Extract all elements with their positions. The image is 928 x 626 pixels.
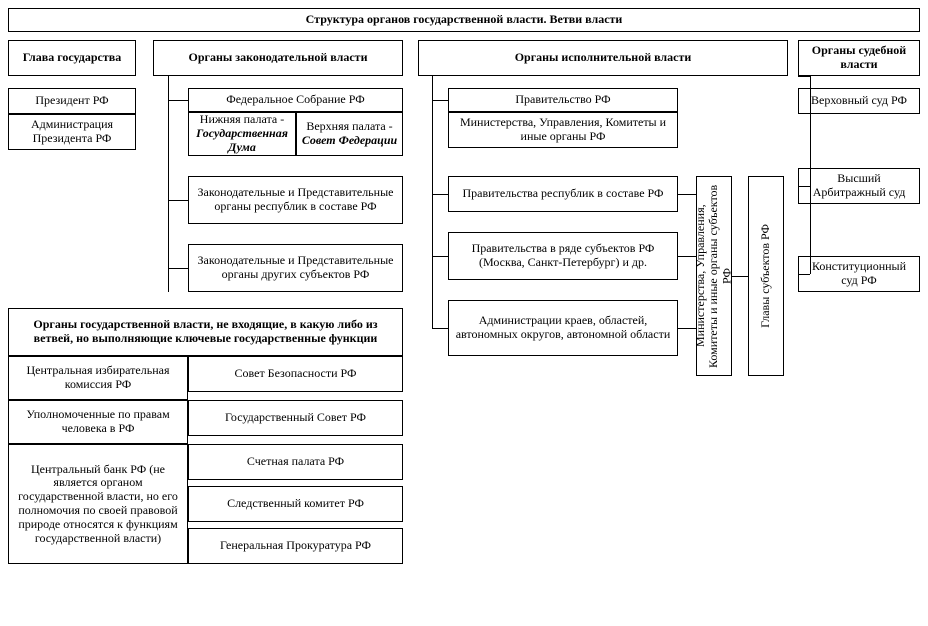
other-left-1: Уполномоченные по правам человека в РФ xyxy=(8,400,188,444)
org-chart-canvas: Структура органов государственной власти… xyxy=(8,8,920,618)
node-side-ministries: Министерства, Управления, Комитеты и ины… xyxy=(696,176,732,376)
other-right-1: Государственный Совет РФ xyxy=(188,400,403,436)
other-right-4: Генеральная Прокуратура РФ xyxy=(188,528,403,564)
other-right-2: Счетная палата РФ xyxy=(188,444,403,480)
node-legislative-other: Законодательные и Представительные орган… xyxy=(188,244,403,292)
node-ministries-rf: Министерства, Управления, Комитеты и ины… xyxy=(448,112,678,148)
connector xyxy=(810,76,811,274)
node-lower-chamber: Нижняя палата - Государственная Дума xyxy=(188,112,296,156)
node-supreme-court: Верховный суд РФ xyxy=(798,88,920,114)
node-government-rf: Правительство РФ xyxy=(448,88,678,112)
chart-title: Структура органов государственной власти… xyxy=(8,8,920,32)
node-gov-subjects: Правительства в ряде субъектов РФ (Москв… xyxy=(448,232,678,280)
upper-chamber-name: Совет Федерации xyxy=(302,133,397,147)
node-legislative-republics: Законодательные и Представительные орган… xyxy=(188,176,403,224)
connector xyxy=(798,186,810,187)
connector xyxy=(432,76,433,328)
node-administrations: Администрации краев, областей, автономны… xyxy=(448,300,678,356)
connector xyxy=(678,194,696,195)
header-legislative: Органы законодательной власти xyxy=(153,40,403,76)
other-right-3: Следственный комитет РФ xyxy=(188,486,403,522)
connector xyxy=(678,328,696,329)
side-heads-text: Главы субъектов РФ xyxy=(759,224,772,328)
node-gov-republics: Правительства республик в составе РФ xyxy=(448,176,678,212)
node-side-heads: Главы субъектов РФ xyxy=(748,176,784,376)
connector xyxy=(732,276,748,277)
other-left-0: Центральная избирательная комиссия РФ xyxy=(8,356,188,400)
header-judicial: Органы судебной власти xyxy=(798,40,920,76)
other-left-2: Центральный банк РФ (не является органом… xyxy=(8,444,188,564)
connector xyxy=(168,76,169,292)
connector xyxy=(798,274,810,275)
other-bodies-header: Органы государственной власти, не входящ… xyxy=(8,308,403,356)
connector xyxy=(798,76,810,77)
node-president-administration: Администрация Президента РФ xyxy=(8,114,136,150)
node-upper-chamber: Верхняя палата - Совет Федерации xyxy=(296,112,403,156)
node-president: Президент РФ xyxy=(8,88,136,114)
connector xyxy=(168,200,188,201)
connector xyxy=(678,256,696,257)
header-head-of-state: Глава государства xyxy=(8,40,136,76)
connector xyxy=(168,268,188,269)
other-right-0: Совет Безопасности РФ xyxy=(188,356,403,392)
side-ministries-text: Министерства, Управления, Комитеты и ины… xyxy=(694,179,734,373)
connector xyxy=(432,328,448,329)
node-constitutional-court: Конституционный суд РФ xyxy=(798,256,920,292)
connector xyxy=(432,194,448,195)
header-executive: Органы исполнительной власти xyxy=(418,40,788,76)
node-federal-assembly: Федеральное Собрание РФ xyxy=(188,88,403,112)
connector xyxy=(168,100,188,101)
node-arbitration-court: Высший Арбитражный суд xyxy=(798,168,920,204)
lower-chamber-label: Нижняя палата - xyxy=(200,112,284,126)
connector xyxy=(432,100,448,101)
lower-chamber-name: Государственная Дума xyxy=(196,126,288,154)
upper-chamber-label: Верхняя палата - xyxy=(306,119,392,133)
connector xyxy=(432,256,448,257)
